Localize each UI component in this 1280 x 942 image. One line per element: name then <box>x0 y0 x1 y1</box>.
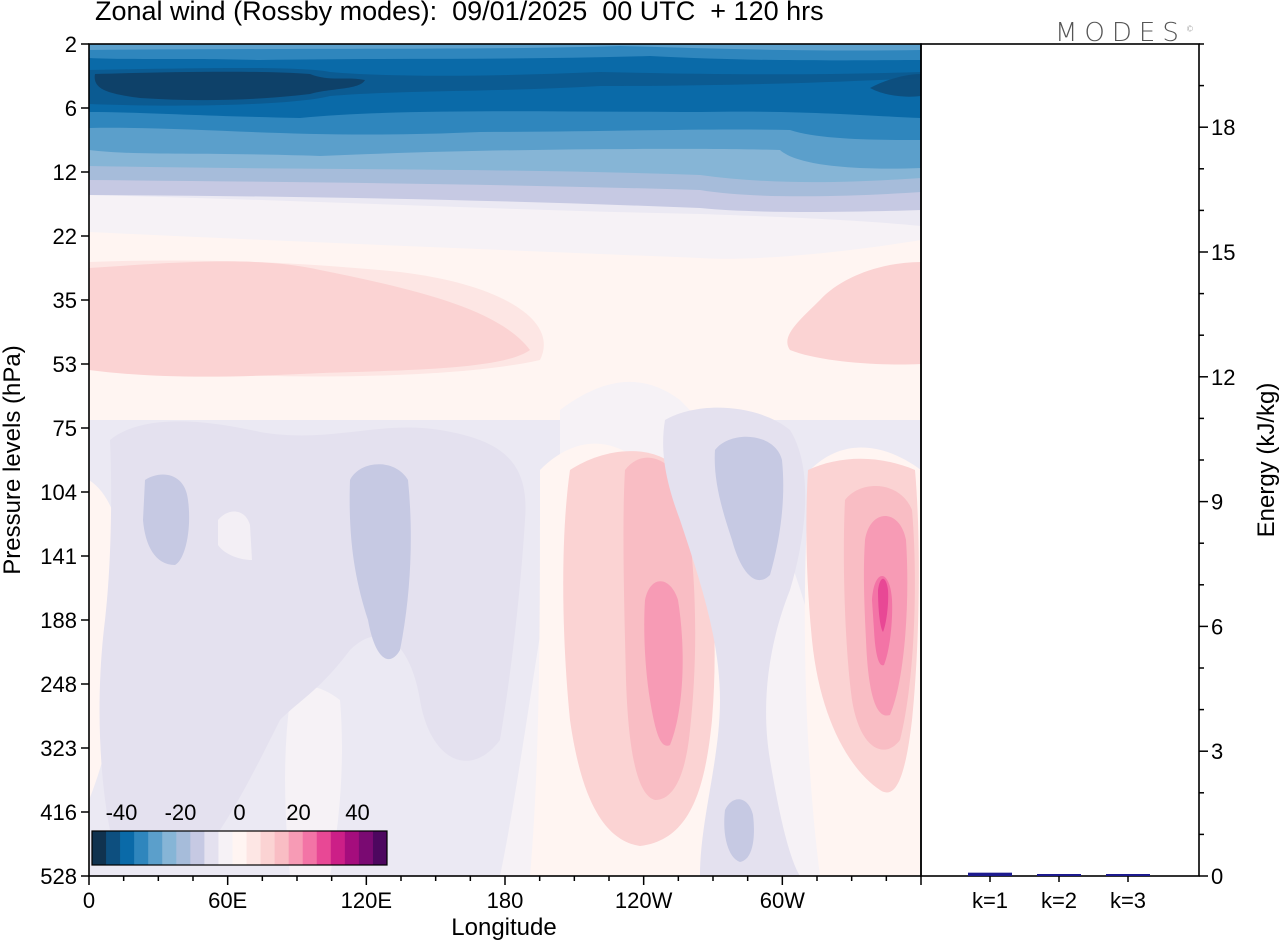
energy-tick-label: 18 <box>1211 115 1235 140</box>
contour-band <box>89 261 530 377</box>
x-tick-label: 180 <box>487 888 524 913</box>
y-axis-energy: 0 3 6 9 12 15 18 <box>1199 43 1235 889</box>
y-axis-pressure: 2 6 12 22 35 53 75 104 141 188 248 323 416 528 <box>40 32 89 889</box>
colorbar-swatch <box>372 831 388 865</box>
colorbar-tick-label: 20 <box>286 800 310 825</box>
y-tick-label: 104 <box>40 480 77 505</box>
contour-band <box>89 68 921 106</box>
energy-tick-label: 6 <box>1211 614 1223 639</box>
y-axis-title: Pressure levels (hPa) <box>0 345 26 574</box>
colorbar-swatch <box>274 831 290 865</box>
chart-title: Zonal wind (Rossby modes): 09/01/2025 00… <box>95 0 824 26</box>
modes-logo-mark: © <box>1185 24 1194 34</box>
energy-bar <box>1106 874 1150 876</box>
x-tick-label: 60W <box>760 888 805 913</box>
x-axis-title: Longitude <box>451 914 556 941</box>
colorbar-tick-label: 40 <box>345 800 369 825</box>
y-tick-label: 416 <box>40 800 77 825</box>
energy-tick-label: 12 <box>1211 365 1235 390</box>
colorbar-tick-label: -40 <box>106 800 138 825</box>
contour-band <box>349 464 411 660</box>
energy-tick-label: 9 <box>1211 490 1223 515</box>
contour-band <box>99 421 526 853</box>
y-tick-label: 248 <box>40 672 77 697</box>
y-tick-label: 35 <box>53 288 77 313</box>
modes-logo: MODES© <box>1055 18 1194 48</box>
x-tick-label: 120W <box>615 888 673 913</box>
colorbar-swatch <box>302 831 318 865</box>
colorbar-swatch <box>134 831 149 865</box>
y-tick-label: 12 <box>53 160 77 185</box>
contour-band <box>143 474 190 565</box>
colorbar-swatch <box>232 831 248 865</box>
colorbar-swatch <box>162 831 177 865</box>
colorbar <box>91 830 388 866</box>
colorbar-swatch <box>358 831 374 865</box>
y-tick-label: 141 <box>40 544 77 569</box>
x-tick-label: 60E <box>208 888 247 913</box>
y-tick-label: 75 <box>53 416 77 441</box>
contour-band <box>89 44 921 51</box>
x-tick-label: 0 <box>83 888 95 913</box>
energy-frame <box>920 43 1200 877</box>
colorbar-swatch <box>92 831 107 865</box>
x-axis-longitude: 0 60E 120E 180 120W 60W <box>83 876 922 913</box>
wavenumber-label: k=3 <box>1110 888 1146 913</box>
y-tick-label: 528 <box>40 864 77 889</box>
contour-band <box>218 511 252 560</box>
wavenumber-label: k=2 <box>1041 888 1077 913</box>
colorbar-swatch <box>106 831 121 865</box>
x-axis-wavenumber: k=1 k=2 k=3 <box>972 876 1146 913</box>
x-tick-label: 120E <box>341 888 392 913</box>
energy-axis-title: Energy (kJ/kg) <box>1253 383 1280 538</box>
colorbar-swatch <box>148 831 163 865</box>
contour-band <box>878 578 889 632</box>
contour-band <box>724 799 754 862</box>
wavenumber-label: k=1 <box>972 888 1008 913</box>
colorbar-labels: -40 -20 0 20 40 <box>106 800 370 825</box>
energy-tick-label: 15 <box>1211 240 1235 265</box>
y-tick-label: 2 <box>65 32 77 57</box>
colorbar-swatch <box>204 831 219 865</box>
colorbar-tick-label: -20 <box>165 800 197 825</box>
contour-band <box>89 195 921 259</box>
energy-tick-label: 3 <box>1211 739 1223 764</box>
energy-bar <box>1037 874 1081 876</box>
colorbar-swatch <box>218 831 233 865</box>
contour-band <box>644 581 683 746</box>
contour-band <box>714 436 784 581</box>
colorbar-swatch <box>288 831 304 865</box>
colorbar-frame <box>91 830 388 866</box>
colorbar-swatch <box>246 831 262 865</box>
colorbar-tick-label: 0 <box>233 800 245 825</box>
y-tick-label: 6 <box>65 96 77 121</box>
energy-bar <box>968 872 1012 876</box>
colorbar-swatch <box>120 831 135 865</box>
y-tick-label: 22 <box>53 224 77 249</box>
colorbar-swatch <box>176 831 191 865</box>
colorbar-swatch <box>260 831 276 865</box>
modes-logo-text: MODES <box>1055 18 1186 48</box>
energy-tick-label: 0 <box>1211 864 1223 889</box>
y-tick-label: 323 <box>40 736 77 761</box>
contour-field <box>89 44 921 876</box>
colorbar-swatch <box>190 831 205 865</box>
colorbar-swatch <box>330 831 346 865</box>
contour-band <box>870 74 921 97</box>
contour-band <box>285 686 342 876</box>
energy-bars <box>968 872 1150 876</box>
y-tick-label: 188 <box>40 608 77 633</box>
colorbar-swatch <box>316 831 332 865</box>
contour-band <box>787 262 921 365</box>
y-tick-label: 53 <box>53 352 77 377</box>
colorbar-swatch <box>344 831 360 865</box>
